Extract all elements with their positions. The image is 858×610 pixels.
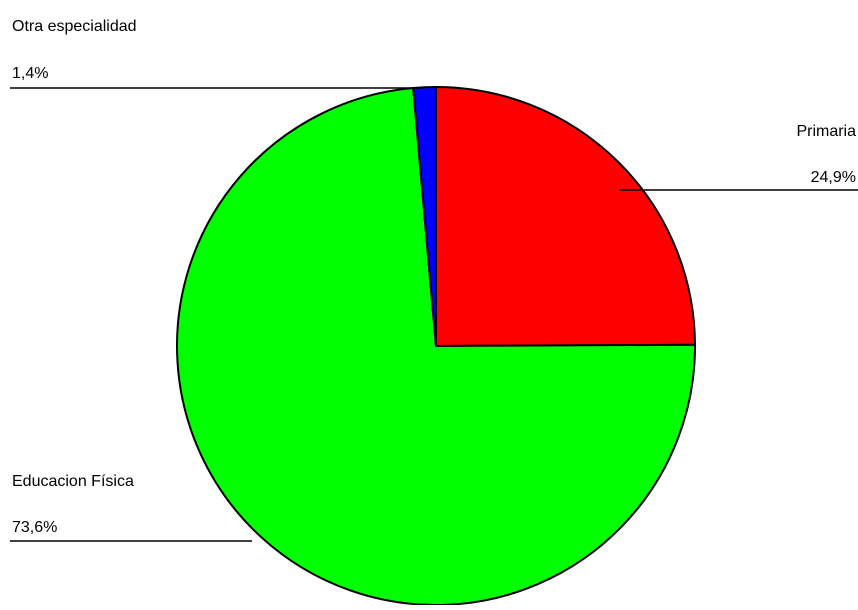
slice-label-educacion-fisica: Educacion Física	[12, 473, 134, 490]
slice-label-otra-especialidad: Otra especialidad	[12, 18, 137, 35]
slice-value-educacion-fisica: 73,6%	[12, 519, 57, 536]
slice-label-primaria: Primaria	[796, 123, 856, 140]
pie-slice-primaria	[435, 86, 696, 347]
slice-value-otra-especialidad: 1,4%	[12, 65, 48, 82]
slice-value-primaria: 24,9%	[811, 169, 856, 186]
pie-labels: Primaria 24,9% Educacion Física 73,6% Ot…	[10, 18, 858, 542]
pie-slices	[176, 85, 697, 606]
